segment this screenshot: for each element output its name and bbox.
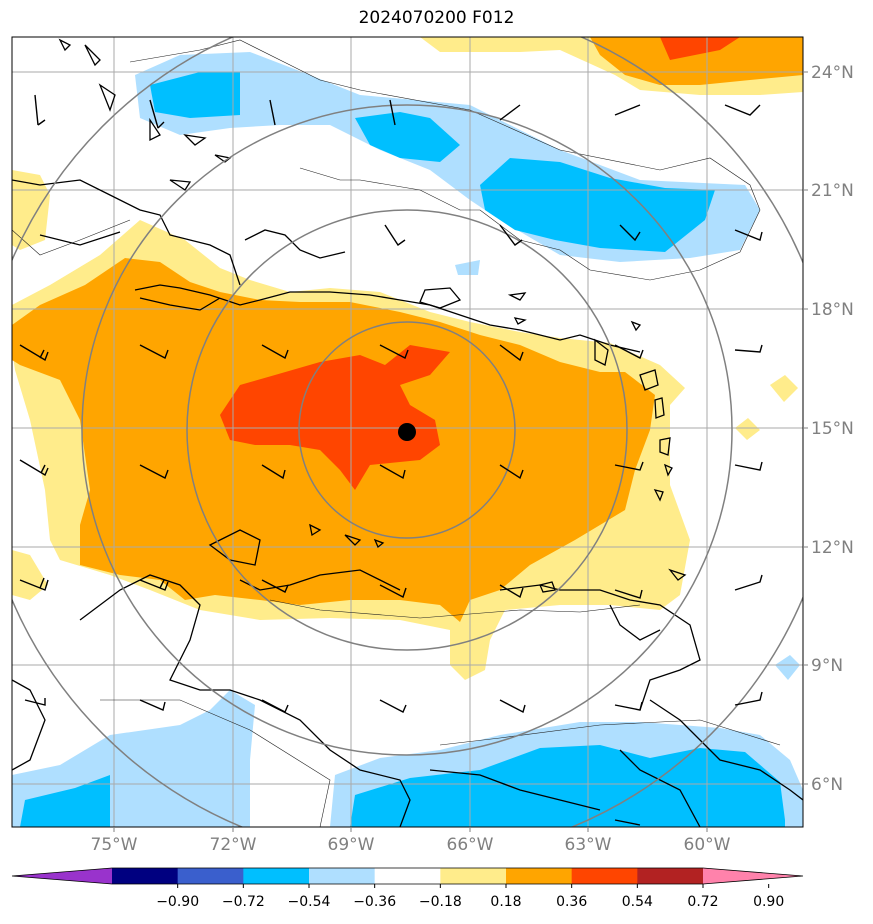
colorbar-swatch xyxy=(571,868,638,884)
colorbar-tick-label: −0.72 xyxy=(222,894,265,910)
colorbar-extend-high xyxy=(703,868,803,884)
colorbar-extend-low xyxy=(12,868,112,884)
colorbar-tick-label: −0.54 xyxy=(288,894,331,910)
coastlines xyxy=(12,38,803,827)
lat-label-9n: 9°N xyxy=(811,656,843,676)
colorbar-tick-label: −0.90 xyxy=(156,894,199,910)
storm-center-marker xyxy=(398,423,416,441)
colorbar-tick-label: −0.36 xyxy=(353,894,396,910)
lat-label-21n: 21°N xyxy=(811,181,854,201)
colorbar-outline xyxy=(11,867,804,885)
colorbar-tick-label: 0.18 xyxy=(490,894,521,910)
contour-lines xyxy=(12,39,781,827)
range-rings xyxy=(12,37,803,827)
lat-label-6n: 6°N xyxy=(811,775,843,795)
colorbar-swatch xyxy=(637,868,704,884)
lat-label-15n: 15°N xyxy=(811,419,854,439)
lon-label-75w: 75°W xyxy=(91,835,138,855)
colorbar-tick-label: 0.54 xyxy=(622,894,653,910)
map-title: 2024070200 F012 xyxy=(358,8,515,28)
lon-label-60w: 60°W xyxy=(684,835,731,855)
wind-barbs xyxy=(19,94,763,826)
lon-axis xyxy=(113,827,708,832)
gridlines xyxy=(12,37,803,827)
colorbar-swatch xyxy=(440,868,507,884)
map-area xyxy=(12,37,803,827)
colorbar-swatch xyxy=(243,868,310,884)
colorbar-swatch xyxy=(309,868,376,884)
contour-orangered xyxy=(220,37,740,490)
lon-label-63w: 63°W xyxy=(565,835,612,855)
colorbar-swatch xyxy=(506,868,573,884)
colorbar-swatch xyxy=(177,868,244,884)
lat-label-12n: 12°N xyxy=(811,538,854,558)
colorbar-swatch xyxy=(112,868,179,884)
colorbar-tick-label: 0.90 xyxy=(753,894,784,910)
contour-deep-blue xyxy=(20,72,785,827)
lon-label-72w: 72°W xyxy=(210,835,257,855)
lon-label-66w: 66°W xyxy=(447,835,494,855)
colorbar-tick-label: 0.72 xyxy=(687,894,718,910)
colorbar-swatch xyxy=(374,868,441,884)
lat-axis xyxy=(803,71,808,785)
lon-label-69w: 69°W xyxy=(328,835,375,855)
colorbar-tick-label: −0.18 xyxy=(419,894,462,910)
colorbar-tick-label: 0.36 xyxy=(556,894,587,910)
map-frame xyxy=(11,36,804,828)
colorbar: −0.90 −0.72 −0.54 −0.36 −0.18 0.18 0.36 0.54 0.7… xyxy=(11,867,804,910)
lat-label-24n: 24°N xyxy=(811,63,854,83)
lat-label-18n: 18°N xyxy=(811,300,854,320)
